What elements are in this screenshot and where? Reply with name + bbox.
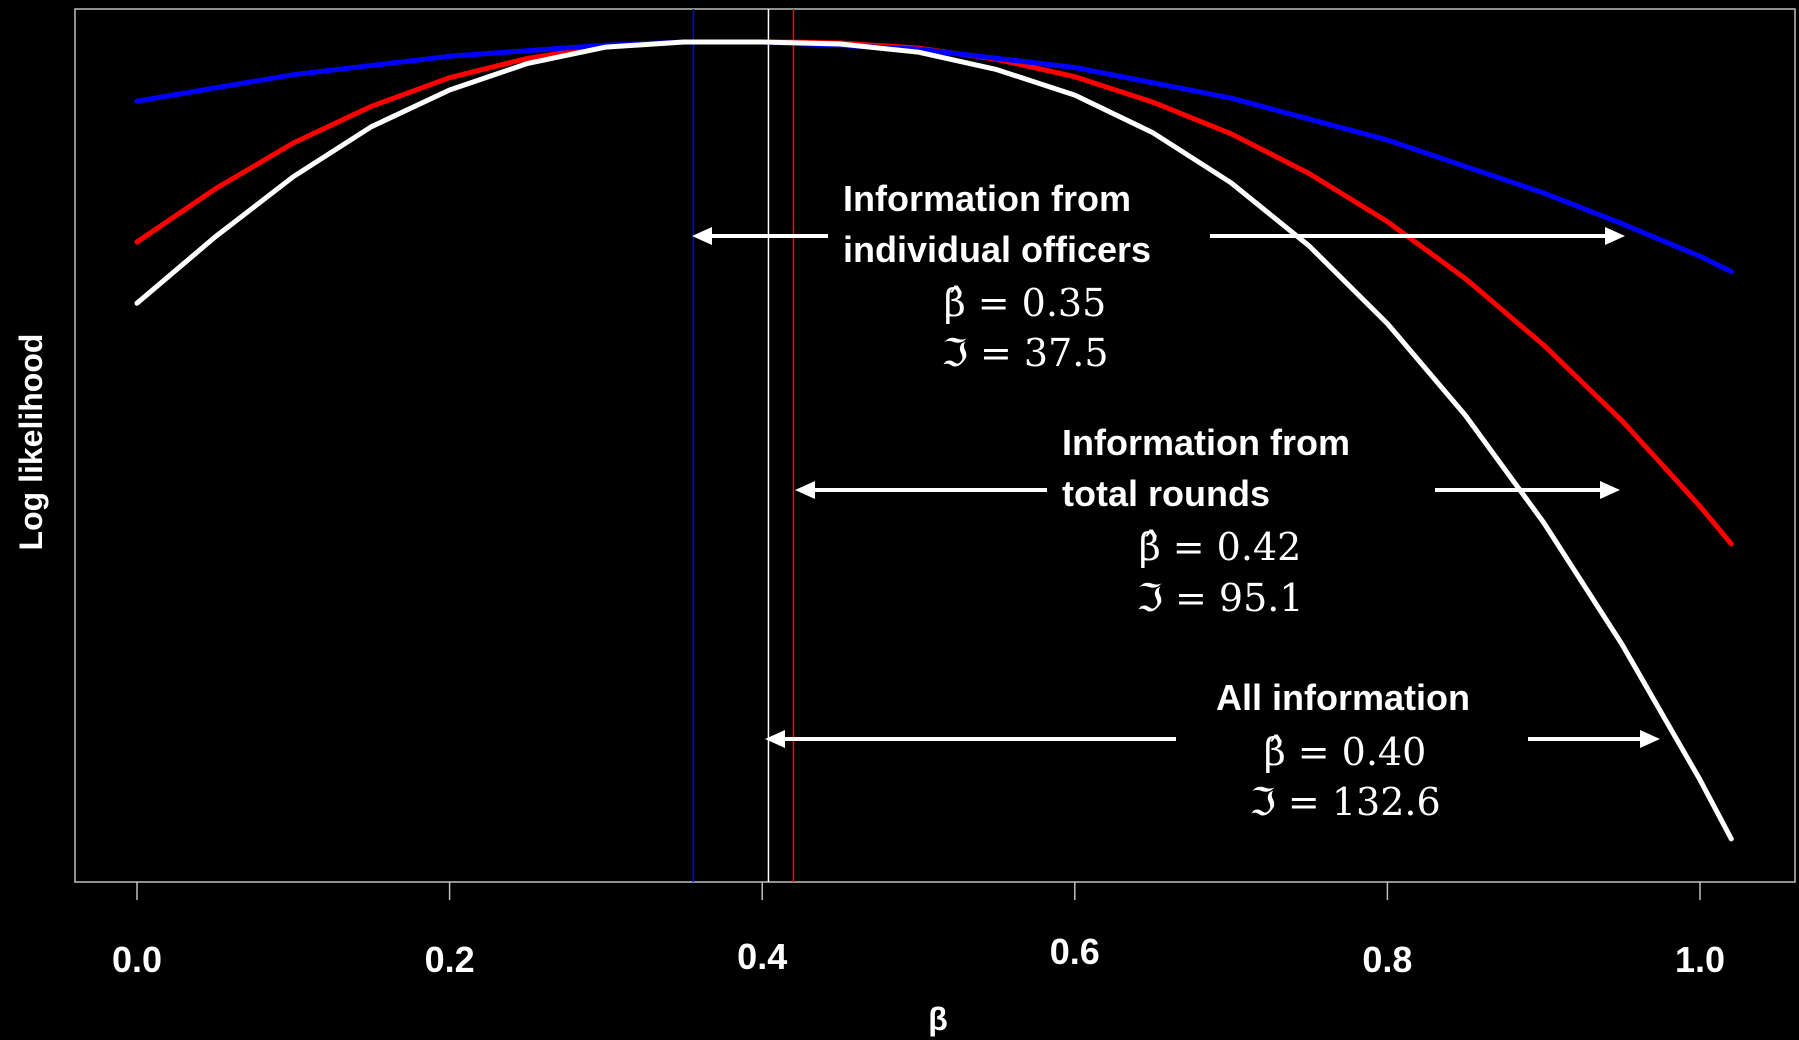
annotation-2-heading-line-2: total rounds: [1062, 473, 1270, 514]
annotation-individual-officers: Information from individual officers β̂ …: [692, 178, 1625, 375]
arrowhead-left-3: [765, 730, 785, 748]
x-tick-label: 1.0: [1675, 939, 1725, 980]
likelihood-curves: [134, 39, 1734, 842]
plot-frame: [74, 8, 1796, 883]
annotation-all-information: All information β̂ = 0.40 ℑ = 132.6: [765, 677, 1660, 824]
arrowhead-right-3: [1640, 730, 1660, 748]
series-line-3: [134, 39, 1734, 842]
annotation-2-info: ℑ = 95.1: [1136, 576, 1303, 620]
series-line-2: [134, 39, 1734, 275]
arrowhead-left-2: [795, 481, 815, 499]
annotation-2-beta: β̂ = 0.42: [1139, 525, 1302, 569]
annotation-total-rounds: Information from total rounds β̂ = 0.42 …: [795, 422, 1620, 620]
x-tick-label: 0.0: [112, 939, 162, 980]
annotation-1-beta: β̂ = 0.35: [944, 281, 1107, 325]
arrowhead-left-1: [692, 227, 712, 245]
y-axis-label: Log likelihood: [13, 334, 49, 551]
annotation-3-info: ℑ = 132.6: [1249, 780, 1440, 824]
annotation-1-heading-line-2: individual officers: [843, 229, 1151, 270]
series-line-1: [134, 39, 1734, 547]
annotation-1-heading-line-1: Information from: [843, 178, 1131, 219]
x-tick-label: 0.6: [1050, 931, 1100, 972]
estimate-lines: [692, 9, 795, 882]
arrowhead-right-2: [1600, 481, 1620, 499]
annotation-1-info: ℑ = 37.5: [941, 331, 1108, 375]
x-axis-label: β: [928, 1001, 948, 1037]
x-tick-label: 0.8: [1362, 939, 1412, 980]
x-axis-ticks: 0.0 0.2 0.4 0.6 0.8 1.0: [112, 882, 1725, 980]
annotation-3-beta: β̂ = 0.40: [1264, 730, 1427, 774]
x-tick-label: 0.2: [425, 939, 475, 980]
x-tick-label: 0.4: [737, 936, 787, 977]
arrowhead-right-1: [1605, 227, 1625, 245]
annotation-3-heading: All information: [1216, 677, 1470, 718]
annotation-2-heading-line-1: Information from: [1062, 422, 1350, 463]
